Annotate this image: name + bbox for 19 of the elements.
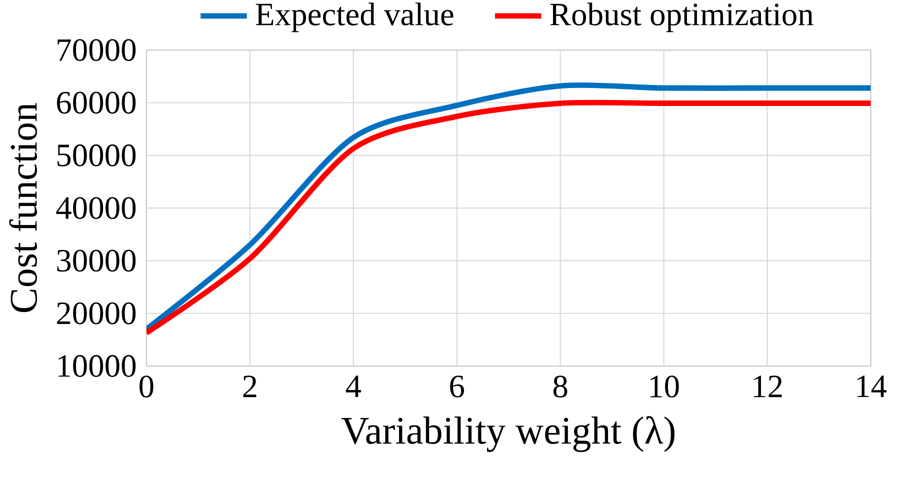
x-tick-label: 8 [553, 376, 568, 398]
x-tick-label: 10 [650, 376, 679, 398]
y-tick-label: 40000 [56, 197, 136, 220]
y-tick-label: 30000 [57, 250, 136, 272]
y-tick-label: 50000 [57, 144, 136, 166]
x-tick-label: 14 [857, 376, 887, 398]
y-axis-title: Cost function [9, 103, 38, 312]
x-axis-title: Variability weight (λ) [341, 416, 674, 452]
x-tick-label: 4 [346, 376, 362, 398]
x-tick-label: 0 [140, 376, 154, 398]
x-tick-label: 12 [754, 376, 782, 398]
x-tick-label: 6 [450, 376, 464, 398]
y-tick-label: 70000 [58, 39, 136, 62]
legend-label: Robust optimization [550, 2, 814, 32]
y-tick-label: 20000 [57, 302, 136, 324]
y-tick-label: 60000 [57, 92, 136, 114]
legend-label: Expected value [256, 2, 454, 32]
x-tick-label: 2 [243, 376, 256, 398]
y-tick-label: 10000 [58, 355, 136, 378]
